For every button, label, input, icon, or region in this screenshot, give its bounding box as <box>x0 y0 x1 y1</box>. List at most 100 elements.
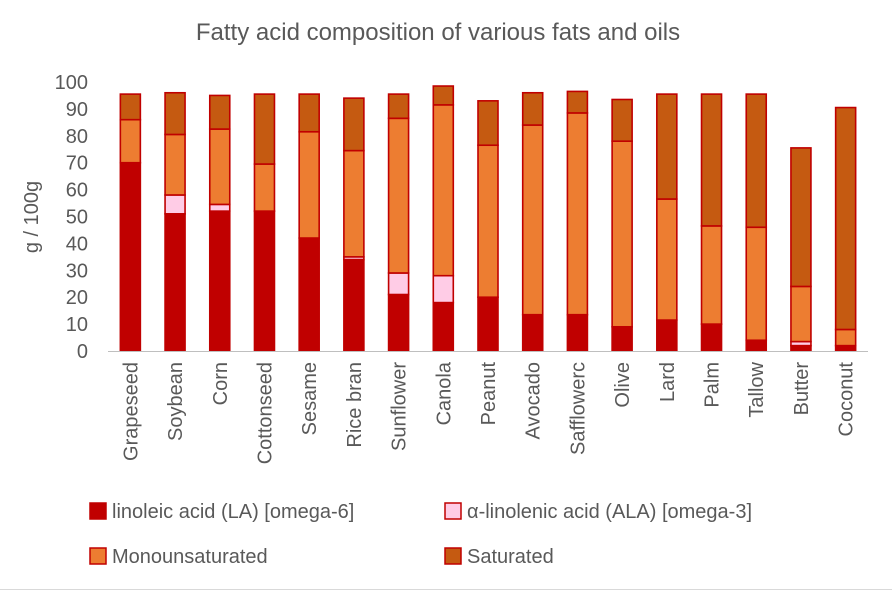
legend-label: Monounsaturated <box>112 546 268 568</box>
bar-group <box>253 93 276 352</box>
bar-segment <box>298 237 320 352</box>
bar-segment <box>611 325 633 352</box>
legend-label: α-linolenic acid (ALA) [omega-3] <box>467 501 752 523</box>
bar-segment <box>387 93 410 120</box>
bar-segment <box>566 313 589 352</box>
x-tick-label: Butter <box>791 362 813 416</box>
y-tick-label: 40 <box>66 233 88 255</box>
y-axis-label: g / 100g <box>21 181 43 253</box>
bar-segment <box>834 106 857 331</box>
x-tick-label: Coconut <box>836 362 858 437</box>
bar-segment <box>611 98 633 142</box>
bar-group <box>745 93 768 352</box>
bar-group <box>477 100 499 352</box>
bar-group <box>208 94 231 352</box>
x-tick-label: Avocado <box>523 362 545 439</box>
bar-group <box>343 97 365 352</box>
bar-segment <box>164 194 186 215</box>
bar-segment <box>119 118 142 164</box>
y-tick-label: 80 <box>66 126 88 148</box>
bar-group <box>566 90 589 352</box>
chart-title: Fatty acid composition of various fats a… <box>196 19 680 46</box>
bar-segment <box>432 301 455 352</box>
bar-segment <box>208 203 231 212</box>
legend-item: Saturated <box>444 546 554 568</box>
bar-segment <box>834 328 857 347</box>
bar-segment <box>164 91 186 136</box>
x-tick-label: Sunflower <box>389 362 411 451</box>
legend-swatch <box>444 502 462 520</box>
bar-group <box>164 91 186 352</box>
bar-segment <box>343 97 365 152</box>
x-tick-label: Sesame <box>299 362 321 435</box>
x-tick-label: Olive <box>612 362 634 408</box>
legend: linoleic acid (LA) [omega-6] α-linolenic … <box>89 501 752 568</box>
bar-segment <box>208 210 231 352</box>
bar-segment <box>477 296 499 352</box>
x-tick-label: Canola <box>433 361 455 425</box>
bar-segment <box>208 94 231 130</box>
bar-group <box>521 91 544 352</box>
x-tick-label: Corn <box>210 362 232 405</box>
bar-segment <box>745 93 768 229</box>
bar-segment <box>790 285 812 343</box>
bar-segment <box>432 104 455 277</box>
bar-segment <box>343 149 365 258</box>
y-tick-label: 60 <box>66 180 88 202</box>
bar-segment <box>119 161 142 352</box>
legend-swatch <box>89 547 107 565</box>
bar-segment <box>656 93 678 200</box>
bar-segment <box>253 163 276 212</box>
bar-segment <box>521 124 544 316</box>
bar-segment <box>566 112 589 316</box>
bar-segment <box>656 198 678 321</box>
x-tick-label: Palm <box>702 362 724 408</box>
bar-segment <box>298 93 320 133</box>
bar-group <box>298 93 320 352</box>
bar-segment <box>700 225 723 325</box>
x-tick-label: Grapeseed <box>120 362 142 461</box>
x-tick-label: Cottonseed <box>254 362 276 464</box>
legend-item: linoleic acid (LA) [omega-6] <box>89 501 354 523</box>
bar-segment <box>164 133 186 196</box>
x-tick-label: Safflowerc <box>567 362 589 455</box>
bar-segment <box>745 339 768 352</box>
bar-group <box>387 93 410 352</box>
y-tick-label: 30 <box>66 260 88 282</box>
bar-segment <box>656 319 678 352</box>
bar-segment <box>253 210 276 352</box>
x-tick-label: Lard <box>657 362 679 402</box>
bar-segment <box>387 117 410 274</box>
y-tick-label: 90 <box>66 99 88 121</box>
bar-segment <box>700 93 723 227</box>
bar-segment <box>164 213 186 352</box>
bar-segment <box>521 313 544 352</box>
bottom-divider <box>0 589 892 590</box>
bar-group <box>432 85 455 352</box>
bar-segment <box>700 323 723 352</box>
bar-segment <box>298 130 320 239</box>
bar-group <box>611 98 633 352</box>
y-tick-label: 50 <box>66 207 88 229</box>
bar-group <box>700 93 723 352</box>
bar-group <box>790 147 812 352</box>
bar-segment <box>611 140 633 328</box>
bar-segment <box>208 128 231 206</box>
bar-segment <box>119 93 142 121</box>
bar-group <box>834 106 857 352</box>
x-tick-label: Peanut <box>478 362 500 426</box>
x-tick-label: Tallow <box>746 361 768 417</box>
bar-segment <box>790 147 812 288</box>
bar-segment <box>343 258 365 352</box>
bar-groups <box>119 85 857 352</box>
bar-segment <box>521 91 544 126</box>
bar-segment <box>477 100 499 147</box>
legend-swatch <box>444 547 462 565</box>
bar-segment <box>432 274 455 304</box>
legend-item: Monounsaturated <box>89 546 268 568</box>
legend-swatch <box>89 502 107 520</box>
bar-segment <box>566 90 589 114</box>
y-axis-ticks: 0 10 20 30 40 50 60 70 80 90 100 <box>55 72 88 363</box>
